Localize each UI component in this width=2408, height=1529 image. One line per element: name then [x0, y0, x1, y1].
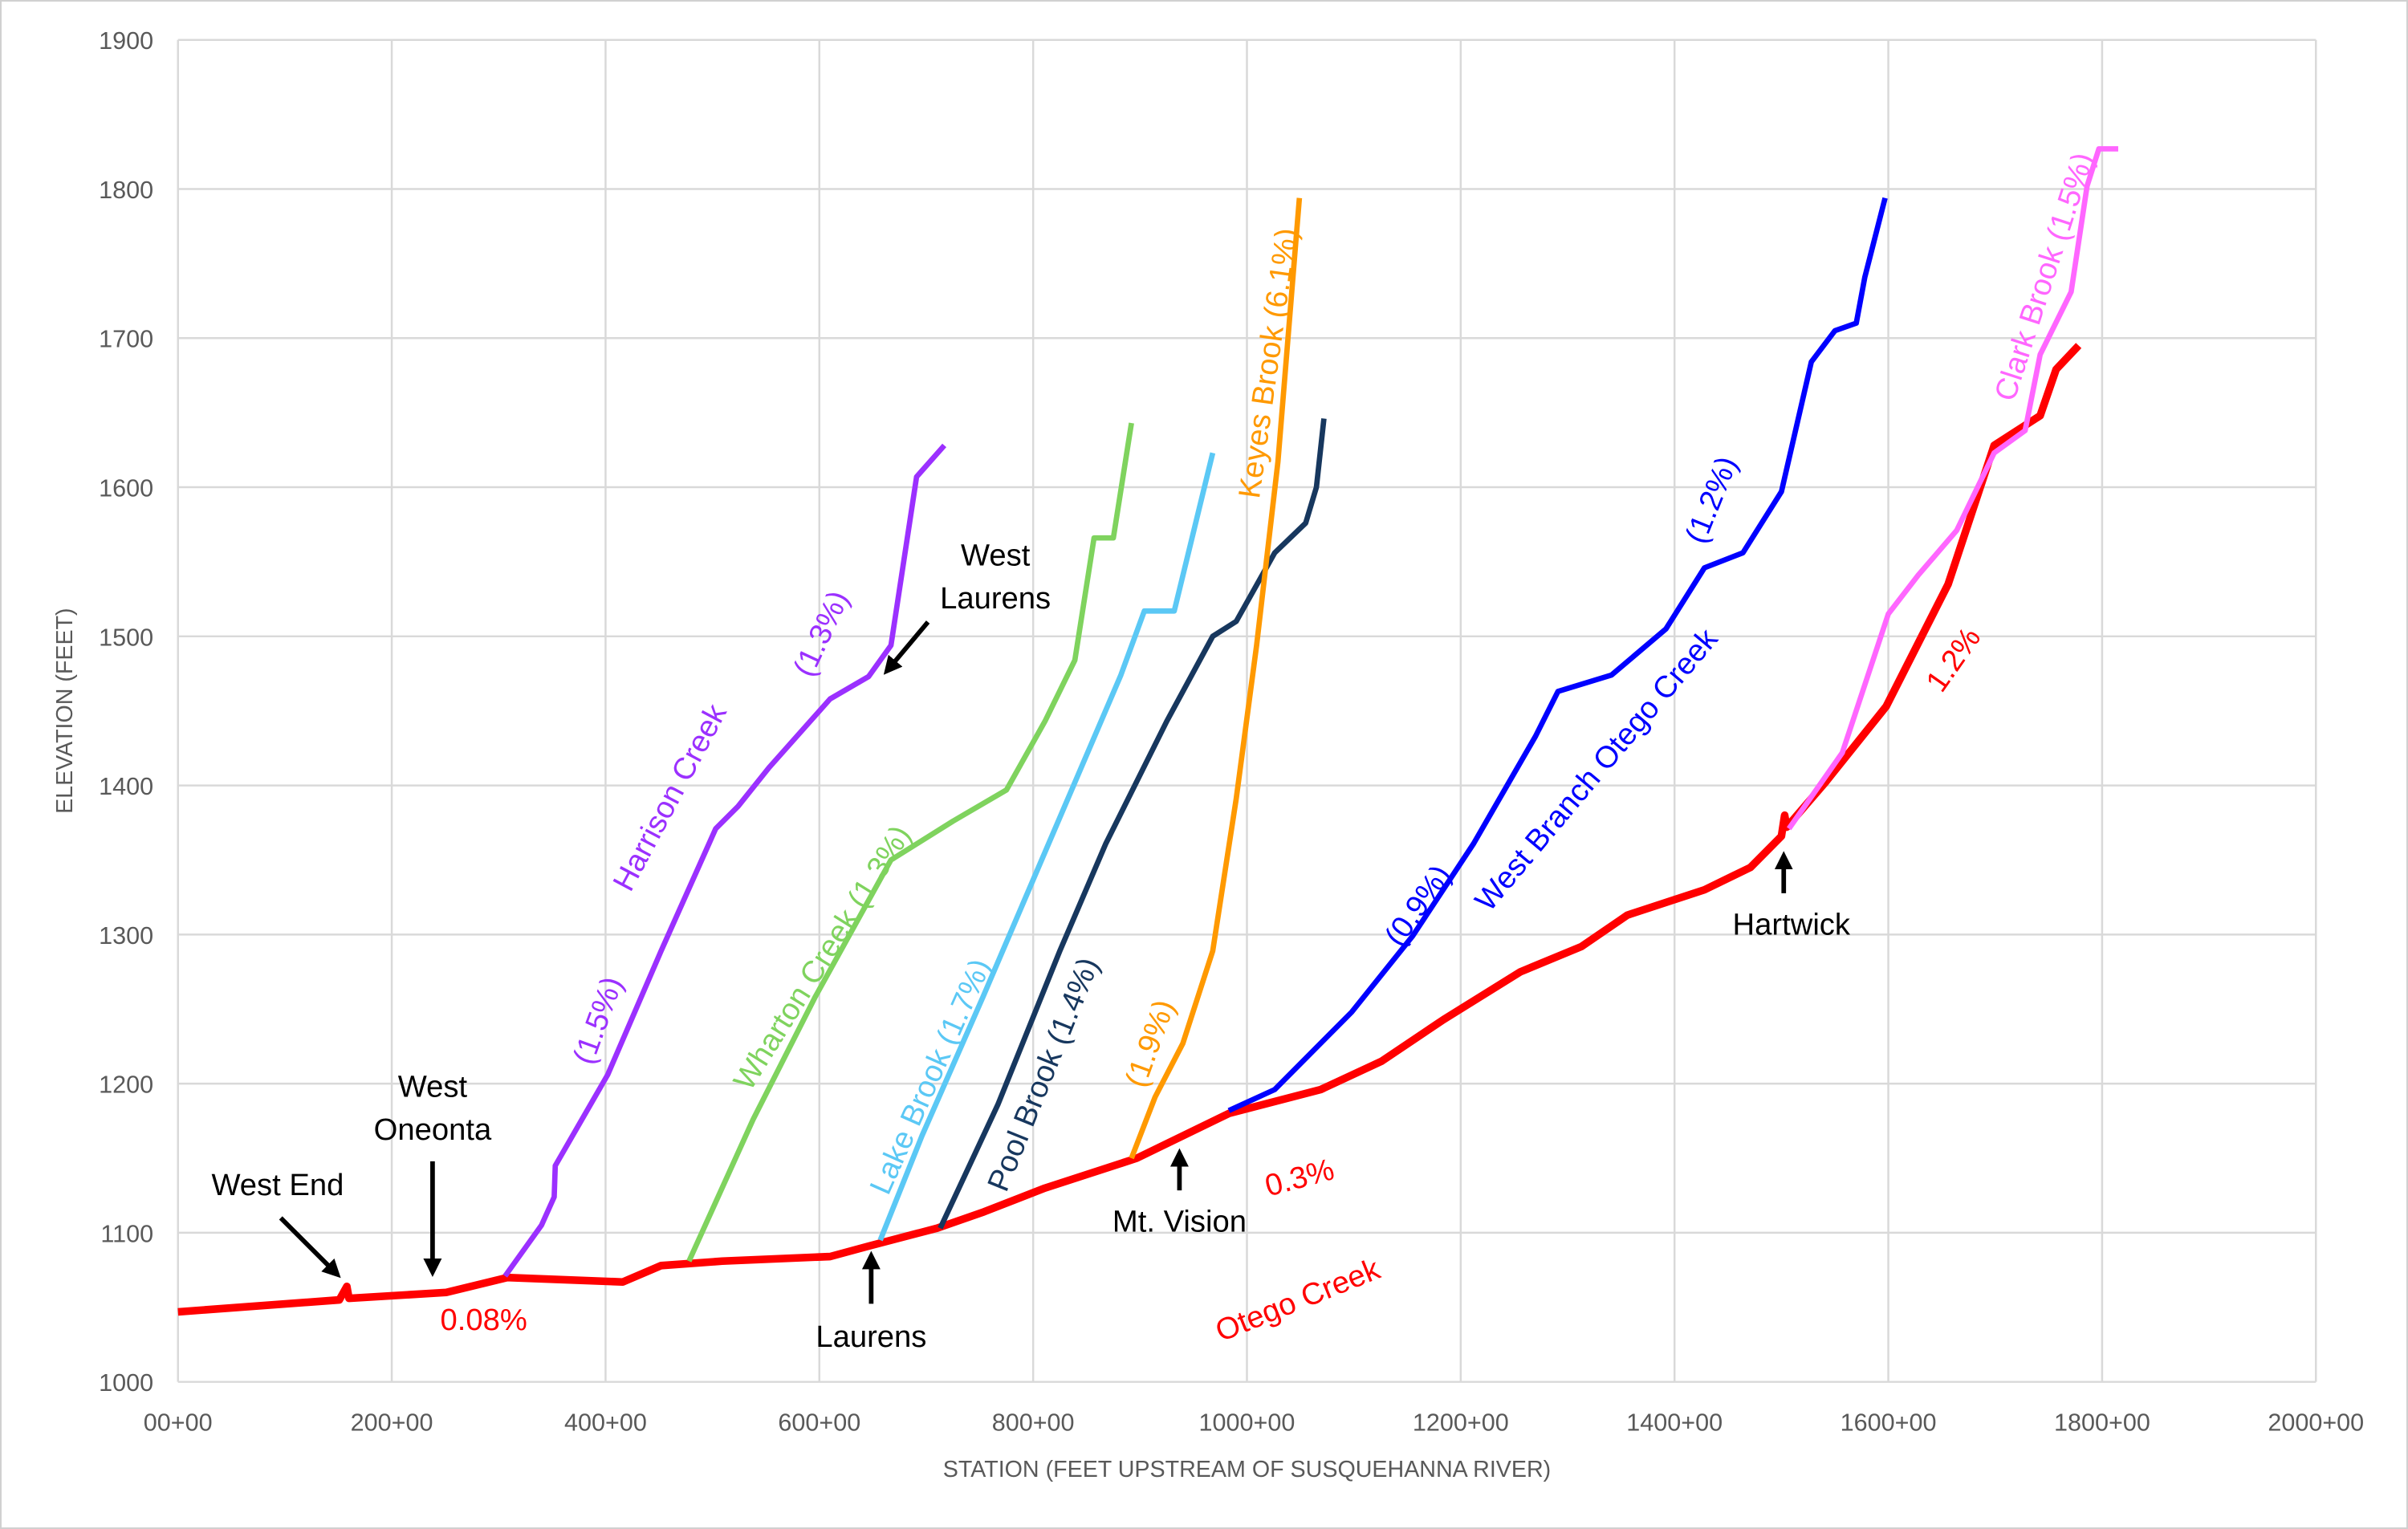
x-tick-label: 1400+00: [1626, 1409, 1723, 1437]
series-line-west-branch-otego-creek: [1227, 197, 1888, 1113]
label-west-branch: West Branch Otego Creek: [1468, 621, 1725, 917]
x-tick-label: 1800+00: [2054, 1409, 2150, 1437]
label-otego-creek: Otego Creek: [1210, 1251, 1385, 1348]
label-lake-brook: Lake Brook (1.7%): [863, 954, 998, 1199]
y-tick-label: 1700: [99, 326, 153, 353]
label-harrison-grade-1: (1.5%): [567, 972, 630, 1068]
arrow-west-end: [279, 1216, 341, 1279]
series-line-pool-brook: [938, 418, 1327, 1230]
series-line-lake-brook: [877, 452, 1216, 1242]
label-keyes-grade: (1.9%): [1119, 995, 1182, 1092]
y-tick-label: 1400: [99, 773, 153, 800]
x-tick-label: 800+00: [992, 1409, 1075, 1437]
annotation-hartwick: Hartwick: [1733, 907, 1851, 941]
arrow-west-laurens: [883, 620, 930, 675]
series-line-keyes-brook: [1129, 197, 1303, 1160]
label-west-branch-grade-2: (1.2%): [1678, 452, 1744, 548]
y-tick-label: 1900: [99, 27, 153, 55]
x-axis-label: STATION (FEET UPSTREAM OF SUSQUEHANNA RI…: [943, 1457, 1551, 1482]
annotation-west-oneonta-1: West: [398, 1070, 468, 1104]
x-tick-label: 2000+00: [2268, 1409, 2364, 1437]
x-tick-label: 1600+00: [1841, 1409, 1937, 1437]
label-clark-brook: Clark Brook (1.5%): [1988, 148, 2101, 405]
label-harrison-creek: Harrison Creek: [606, 697, 734, 897]
label-otego-grade-3: 1.2%: [1919, 621, 1987, 698]
y-tick-label: 1100: [100, 1220, 153, 1247]
series-line-clark-brook: [1787, 146, 2118, 831]
x-tick-label: 200+00: [351, 1409, 433, 1437]
y-tick-label: 1600: [99, 475, 153, 502]
annotation-laurens: Laurens: [816, 1320, 926, 1354]
y-tick-label: 1200: [99, 1072, 153, 1099]
series-line-otego-creek: [177, 343, 2082, 1316]
y-tick-label: 1300: [99, 922, 153, 950]
label-otego-grade-1: 0.08%: [440, 1303, 527, 1337]
x-tick-label: 1200+00: [1413, 1409, 1509, 1437]
y-tick-label: 1500: [99, 624, 153, 651]
series-line-harrison-creek: [502, 443, 947, 1278]
annotation-west-laurens-2: Laurens: [940, 581, 1051, 616]
label-harrison-grade-2: (1.3%): [787, 585, 856, 681]
label-otego-grade-2: 0.3%: [1261, 1152, 1337, 1203]
y-tick-label: 1800: [99, 177, 153, 204]
x-tick-label: 00+00: [144, 1409, 213, 1437]
x-tick-label: 1000+00: [1199, 1409, 1296, 1437]
x-tick-label: 400+00: [564, 1409, 647, 1437]
y-tick-label: 1000: [99, 1369, 153, 1397]
y-axis-label: ELEVATION (FEET): [52, 608, 78, 813]
annotation-mt-vision: Mt. Vision: [1112, 1205, 1247, 1239]
series-lines: [177, 146, 2118, 1316]
series-line-wharton-creek: [686, 422, 1134, 1263]
label-wharton-creek: Wharton Creek (1.3%): [727, 819, 918, 1096]
annotation-west-laurens-1: West: [961, 538, 1031, 572]
label-west-branch-grade-1: (0.9%): [1378, 859, 1458, 953]
label-keyes-brook: Keyes Brook (6.1%): [1232, 226, 1304, 500]
x-tick-label: 600+00: [778, 1409, 860, 1437]
annotation-west-end: West End: [211, 1168, 344, 1202]
grid: [177, 39, 2317, 1383]
axis-ticks: 00+00 200+00 400+00 600+00 800+00 1000+00 1200…: [99, 27, 2364, 1437]
annotation-west-oneonta-2: Oneonta: [374, 1112, 492, 1147]
